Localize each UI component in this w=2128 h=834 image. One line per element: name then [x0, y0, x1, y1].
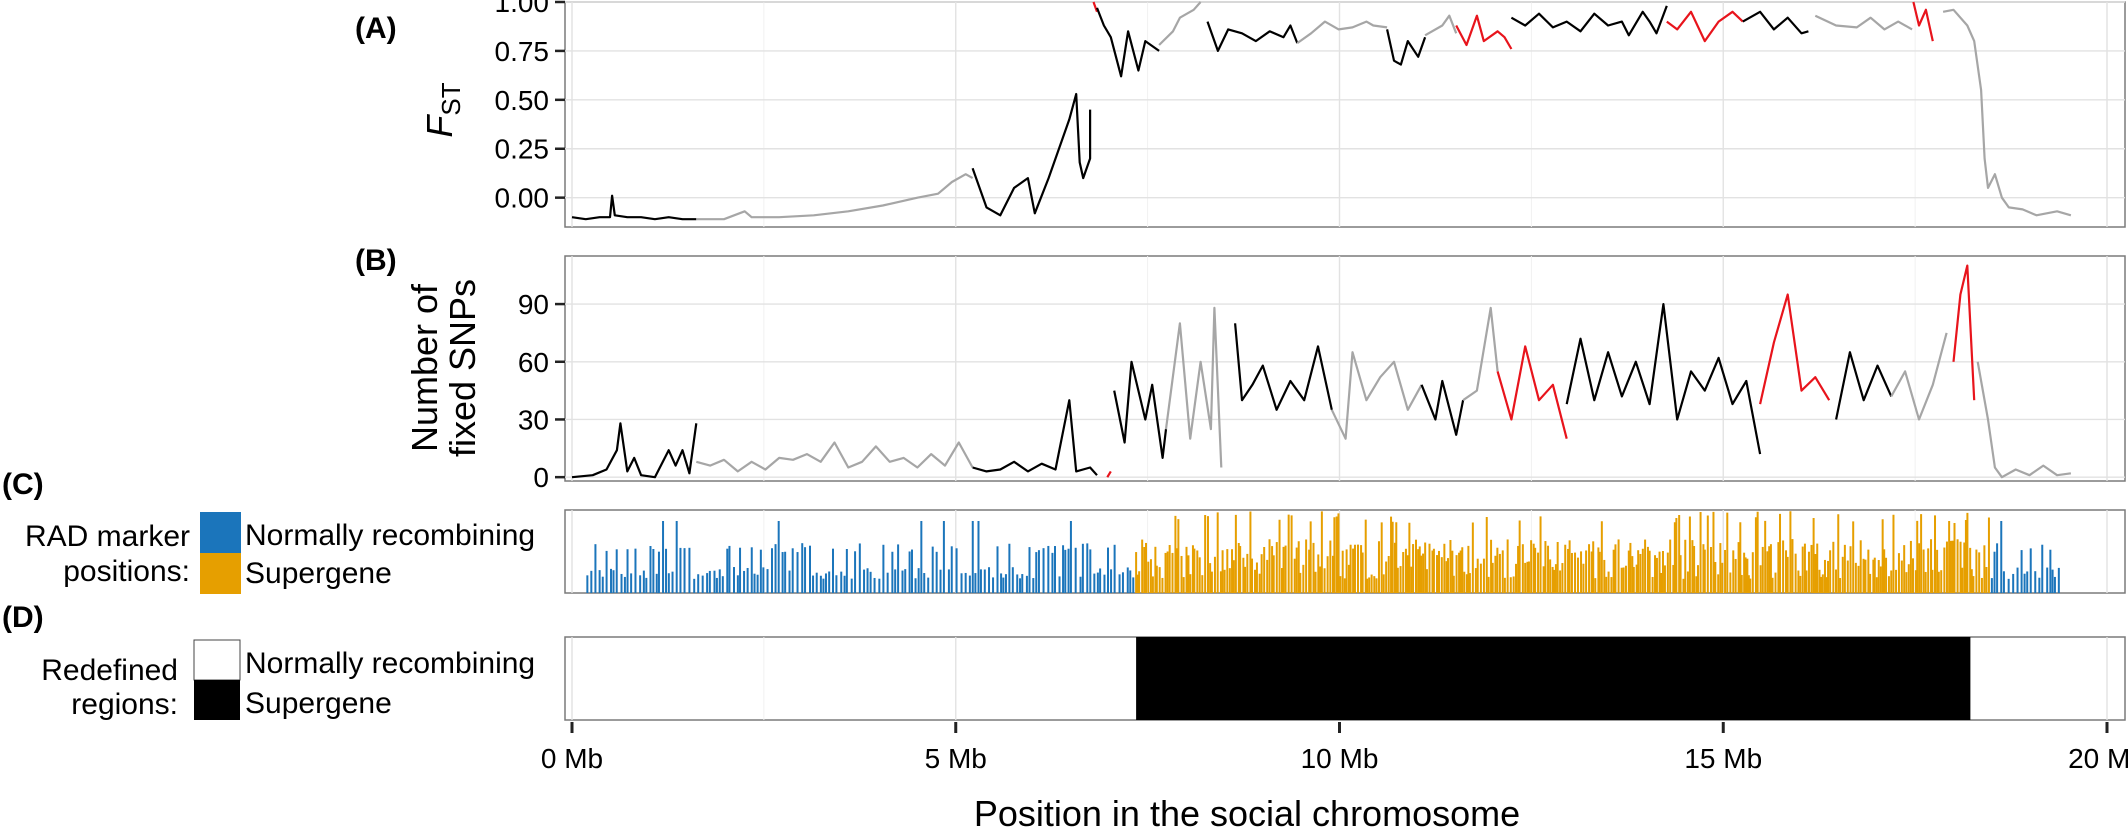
region-supergene [1136, 637, 1971, 720]
series-segment-grey [1890, 332, 1948, 421]
series-segment-black [1742, 10, 1809, 35]
panel-d-regions [1136, 637, 1971, 720]
panel-a: 0.00 0.25 0.50 0.75 1.00 (A) FST [355, 0, 2126, 228]
panel-c-legend-label-supergene: Supergene [245, 557, 392, 590]
y-tick-label: 1.00 [495, 0, 550, 18]
panel-d-legend-label-supergene: Supergene [245, 687, 392, 720]
series-segment-red [1455, 14, 1513, 50]
series-segment-black [571, 194, 697, 221]
panel-d-tag: (D) [2, 601, 44, 634]
y-tick-label: 0.75 [495, 36, 550, 67]
panel-b-plot-area [564, 255, 2126, 482]
series-segment-red [1759, 293, 1831, 405]
series-segment-black [972, 399, 1098, 476]
series-segment-red [1912, 1, 1934, 42]
y-tick-label: 0.00 [495, 183, 550, 214]
x-axis-label: Position in the social chromosome [974, 793, 1520, 834]
y-tick-label: 30 [518, 404, 549, 435]
series-segment-black [1510, 5, 1668, 37]
panel-c-legend-label-normal: Normally recombining [245, 519, 535, 552]
panel-d-legend-title-line2: regions: [71, 688, 178, 721]
series-segment-black [1206, 21, 1299, 53]
x-tick-label: 15 Mb [1684, 743, 1762, 774]
y-tick-label: 0.25 [495, 134, 550, 165]
series-segment-grey [1942, 8, 2072, 217]
panel-b-grid [565, 256, 2125, 481]
panel-d-legend-swatch-supergene [194, 680, 240, 720]
series-segment-grey [1296, 20, 1388, 44]
panel-a-lines [571, 1, 2072, 221]
x-tick-label: 20 Mb [2068, 743, 2128, 774]
series-segment-grey [1462, 306, 1499, 402]
x-tick-label: 5 Mb [925, 743, 987, 774]
series-segment-black [1386, 29, 1427, 66]
y-tick-label: 0 [533, 462, 549, 493]
series-segment-black [1565, 303, 1762, 455]
series-segment-red [1666, 10, 1744, 43]
series-segment-grey [696, 173, 974, 221]
panel-b-y-label-line2: fixed SNPs [442, 279, 483, 457]
panel-d: (D) Redefined regions: Normally recombin… [2, 601, 2126, 721]
panel-b: 0 30 60 90 (B) Number of fixed SNPs [355, 244, 2126, 493]
panel-c-legend-swatch-supergene [200, 553, 241, 594]
panel-c-markers [586, 511, 2060, 593]
series-segment-red [1496, 345, 1568, 439]
panel-b-y-label-line1: Number of [404, 283, 445, 452]
panel-b-y-label: Number of fixed SNPs [404, 279, 483, 457]
series-segment-red [1106, 470, 1112, 478]
panel-d-legend-swatch-normal [193, 639, 241, 681]
series-segment-black [571, 422, 698, 479]
series-segment-grey [1424, 14, 1458, 37]
panel-a-plot-area [564, 1, 2126, 228]
panel-a-y-label-main: F [419, 114, 460, 138]
series-segment-grey [696, 441, 974, 473]
series-segment-grey [1158, 1, 1202, 46]
panel-c-legend-swatch-normal [200, 512, 241, 553]
y-tick-label: 0.50 [495, 85, 550, 116]
series-segment-black [971, 92, 1092, 217]
panel-a-y-label: FST [419, 82, 466, 137]
panel-d-legend-title-line1: Redefined [41, 654, 178, 687]
panel-c-legend-title-line1: RAD marker [25, 520, 190, 553]
panel-a-y-label-sub: ST [436, 82, 466, 115]
panel-c-legend-title-line2: positions: [63, 555, 190, 588]
series-segment-black [1835, 351, 1893, 420]
series-segment-red [1952, 264, 1976, 401]
panel-d-legend-label-normal: Normally recombining [245, 647, 535, 680]
series-segment-grey [1976, 361, 2072, 479]
series-segment-black [1234, 323, 1333, 411]
series-segment-grey [1330, 351, 1423, 440]
panel-c-tag: (C) [2, 468, 44, 501]
series-segment-black [1420, 379, 1465, 436]
panel-b-tag: (B) [355, 244, 397, 277]
panel-b-y-ticks: 0 30 60 90 [518, 289, 565, 493]
panel-a-y-ticks: 0.00 0.25 0.50 0.75 1.00 [495, 0, 565, 214]
x-tick-label: 0 Mb [541, 743, 603, 774]
y-tick-label: 90 [518, 289, 549, 320]
y-tick-label: 60 [518, 347, 549, 378]
x-tick-label: 10 Mb [1301, 743, 1379, 774]
series-segment-grey [1814, 14, 1913, 31]
svg-text:FST: FST [419, 82, 466, 137]
series-segment-grey [1164, 306, 1223, 468]
panel-c: (C) RAD marker positions: Normally recom… [2, 468, 2126, 594]
x-axis: 0 Mb 5 Mb 10 Mb 15 Mb 20 Mb [541, 722, 2128, 774]
panel-a-grid [565, 1, 2125, 227]
panel-a-tag: (A) [355, 12, 397, 45]
panel-b-lines [571, 264, 2072, 479]
series-segment-black [1113, 360, 1168, 459]
series-segment-red [1092, 1, 1099, 13]
series-segment-black [1095, 7, 1160, 78]
